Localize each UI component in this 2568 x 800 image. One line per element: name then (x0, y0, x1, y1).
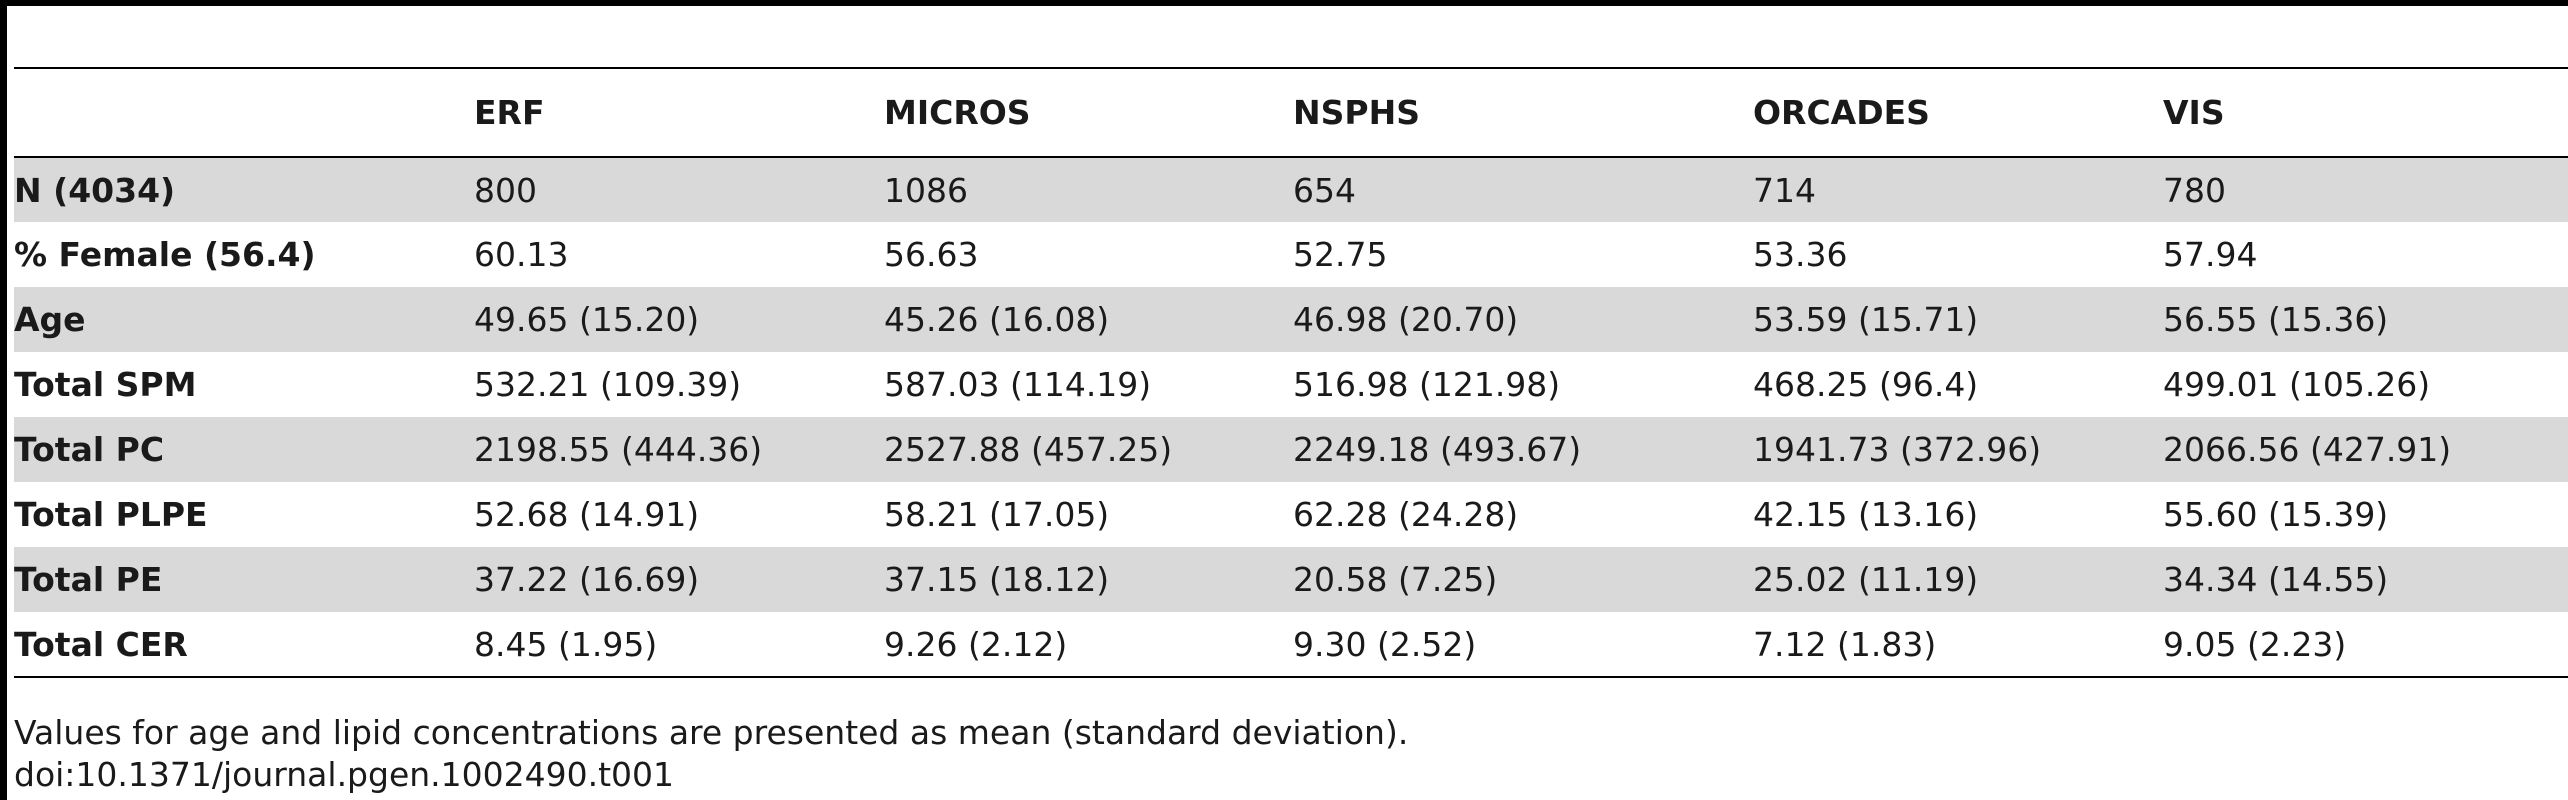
table-cell: 20.58 (7.25) (1293, 560, 1498, 599)
table-cell: 780 (2163, 170, 2226, 210)
table-row: N (4034) 800 1086 654 714 780 (14, 157, 2568, 222)
column-header-orcades: ORCADES (1753, 93, 1930, 132)
table-container: ERF MICROS NSPHS ORCADES VIS N (4034) 80… (14, 67, 2568, 678)
table-cell: 2527.88 (457.25) (884, 430, 1173, 469)
row-label: Age (14, 300, 86, 339)
table-cell: 55.60 (15.39) (2163, 495, 2389, 534)
table-body: N (4034) 800 1086 654 714 780 % Female (… (14, 157, 2568, 677)
table-cell: 499.01 (105.26) (2163, 365, 2431, 404)
table-row: Total SPM 532.21 (109.39) 587.03 (114.19… (14, 352, 2568, 417)
table-cell: 52.75 (1293, 235, 1388, 274)
column-header-erf: ERF (474, 93, 545, 132)
table-cell: 56.63 (884, 235, 979, 274)
table-cell: 1086 (884, 170, 968, 210)
row-label: Total PC (14, 430, 165, 469)
table-cell: 37.15 (18.12) (884, 560, 1110, 599)
table-header: ERF MICROS NSPHS ORCADES VIS (14, 68, 2568, 157)
row-label: N (4034) (14, 170, 176, 210)
table-row: Total PE 37.22 (16.69) 37.15 (18.12) 20.… (14, 547, 2568, 612)
table-cell: 714 (1753, 170, 1816, 210)
table-cell: 2066.56 (427.91) (2163, 430, 2452, 469)
row-label: Total SPM (14, 365, 197, 404)
table-cell: 9.30 (2.52) (1293, 624, 1477, 664)
table-cell: 57.94 (2163, 235, 2258, 274)
table-cell: 7.12 (1.83) (1753, 624, 1937, 664)
column-header-vis: VIS (2163, 93, 2225, 132)
table-cell: 25.02 (11.19) (1753, 560, 1979, 599)
row-label: % Female (56.4) (14, 235, 316, 274)
header-row: ERF MICROS NSPHS ORCADES VIS (14, 68, 2568, 157)
doi-text[interactable]: doi:10.1371/journal.pgen.1002490.t001 (14, 755, 675, 794)
table-cell: 46.98 (20.70) (1293, 300, 1519, 339)
column-header-nsphs: NSPHS (1293, 93, 1420, 132)
table-cell: 9.05 (2.23) (2163, 624, 2347, 664)
table-cell: 532.21 (109.39) (474, 365, 742, 404)
row-label: Total CER (14, 624, 188, 664)
table-cell: 2249.18 (493.67) (1293, 430, 1582, 469)
table-cell: 587.03 (114.19) (884, 365, 1152, 404)
table-cell: 2198.55 (444.36) (474, 430, 763, 469)
table-cell: 53.36 (1753, 235, 1848, 274)
table-row: Total PC 2198.55 (444.36) 2527.88 (457.2… (14, 417, 2568, 482)
table-cell: 516.98 (121.98) (1293, 365, 1561, 404)
table-cell: 56.55 (15.36) (2163, 300, 2389, 339)
column-header-label (14, 68, 474, 157)
table-row: Total PLPE 52.68 (14.91) 58.21 (17.05) 6… (14, 482, 2568, 547)
table-cell: 34.34 (14.55) (2163, 560, 2389, 599)
table-cell: 62.28 (24.28) (1293, 495, 1519, 534)
table-cell: 45.26 (16.08) (884, 300, 1110, 339)
footnote-text: Values for age and lipid concentrations … (14, 713, 1409, 752)
table-cell: 8.45 (1.95) (474, 624, 658, 664)
table-row: % Female (56.4) 60.13 56.63 52.75 53.36 … (14, 222, 2568, 287)
table-cell: 42.15 (13.16) (1753, 495, 1979, 534)
column-header-micros: MICROS (884, 93, 1031, 132)
table-cell: 1941.73 (372.96) (1753, 430, 2042, 469)
table-cell: 60.13 (474, 235, 569, 274)
table-cell: 37.22 (16.69) (474, 560, 700, 599)
top-border-rule (7, 0, 2568, 6)
table-cell: 800 (474, 170, 537, 210)
table-cell: 9.26 (2.12) (884, 624, 1068, 664)
table-cell: 654 (1293, 170, 1356, 210)
table-row: Total CER 8.45 (1.95) 9.26 (2.12) 9.30 (… (14, 612, 2568, 677)
table-cell: 53.59 (15.71) (1753, 300, 1979, 339)
table-cell: 52.68 (14.91) (474, 495, 700, 534)
table-cell: 468.25 (96.4) (1753, 365, 1979, 404)
table-cell: 49.65 (15.20) (474, 300, 700, 339)
table-cell: 58.21 (17.05) (884, 495, 1110, 534)
left-border-rule (0, 0, 7, 800)
row-label: Total PLPE (14, 495, 208, 534)
table-row: Age 49.65 (15.20) 45.26 (16.08) 46.98 (2… (14, 287, 2568, 352)
table-footnote: Values for age and lipid concentrations … (14, 712, 1408, 796)
row-label: Total PE (14, 560, 163, 599)
cohort-characteristics-table: ERF MICROS NSPHS ORCADES VIS N (4034) 80… (14, 67, 2568, 678)
